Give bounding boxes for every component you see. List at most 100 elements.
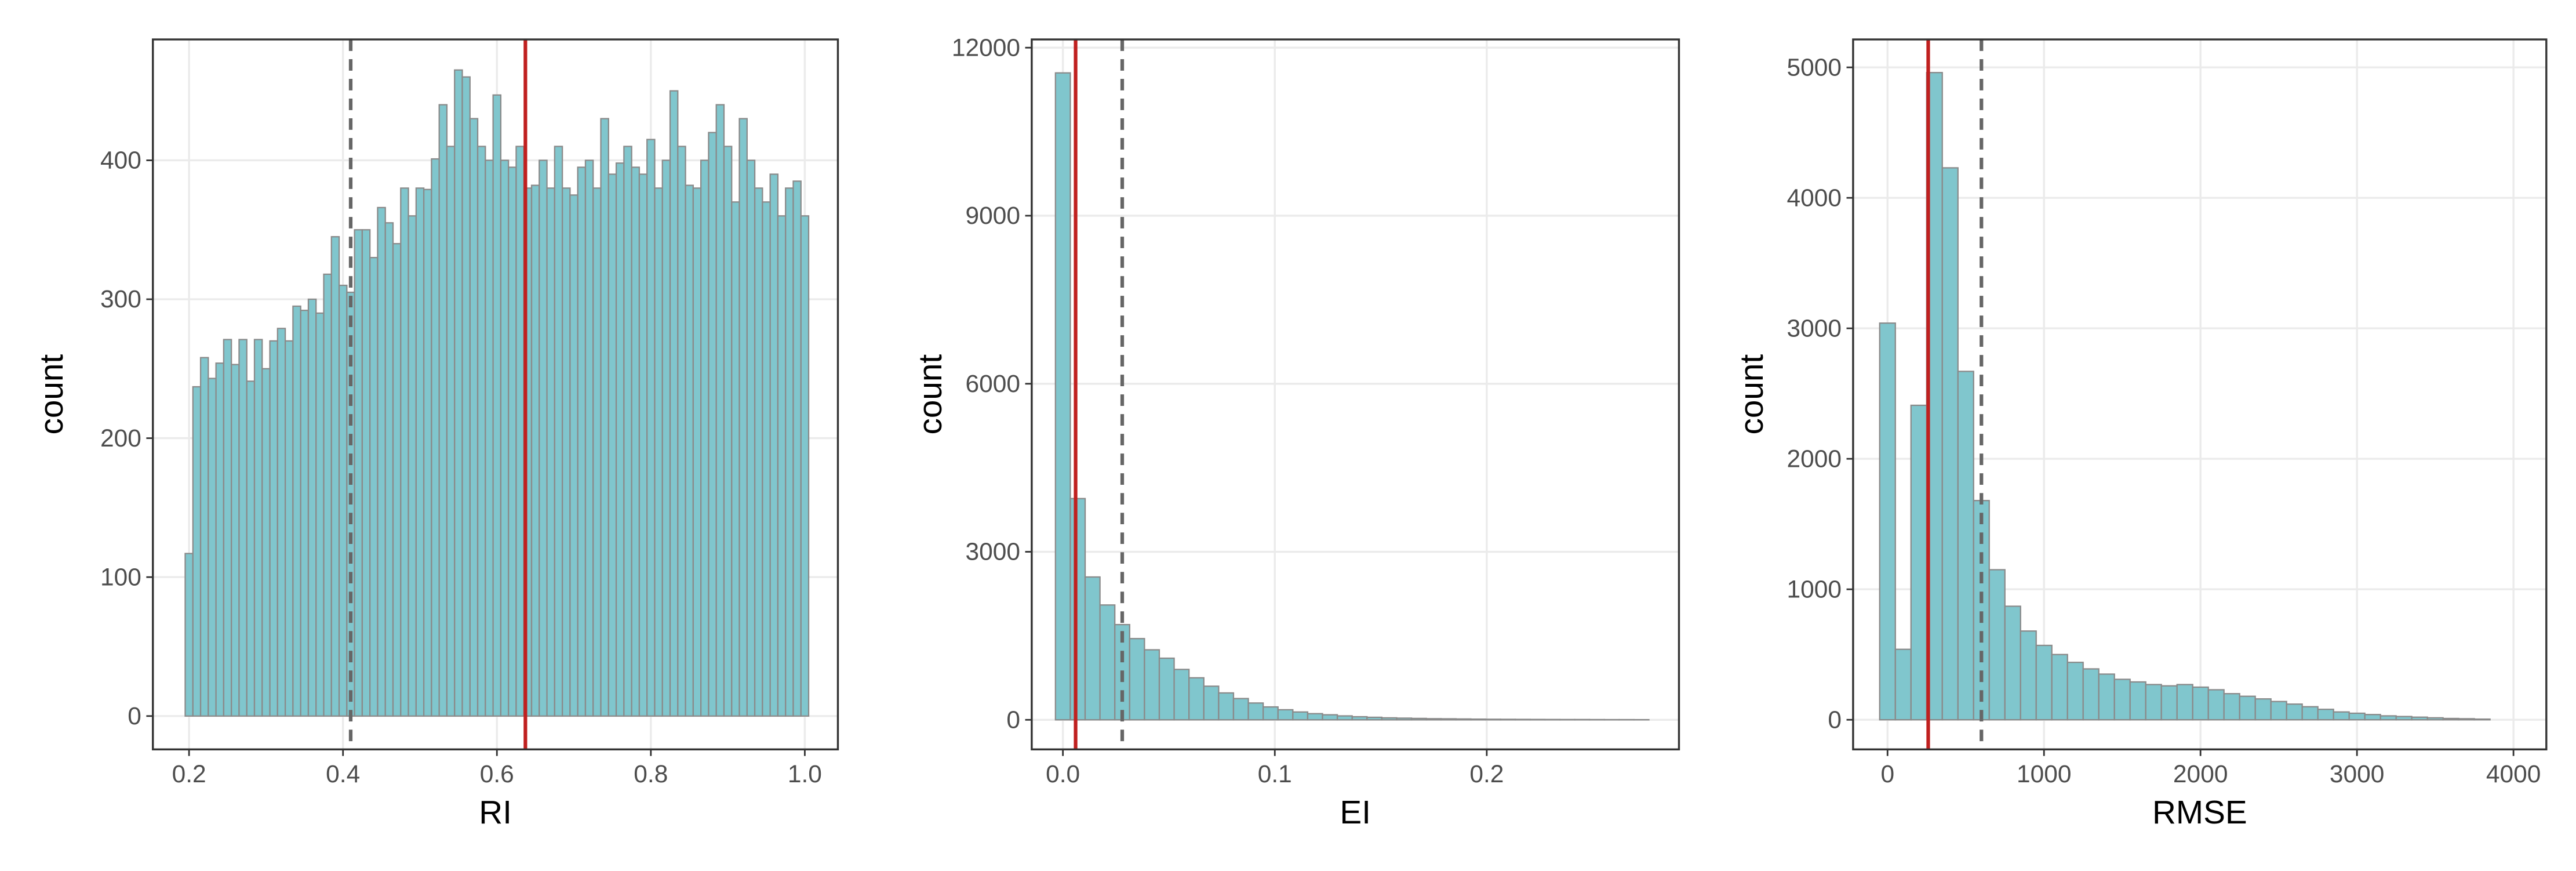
histogram-bar (762, 201, 771, 717)
histogram-bar (2348, 712, 2366, 721)
histogram-bar (1307, 713, 1323, 721)
histogram-bar (2301, 706, 2319, 721)
histogram-bar (2098, 673, 2115, 721)
histogram-bar (1099, 604, 1116, 721)
panel-border (1031, 38, 1680, 750)
histogram-bar (2176, 684, 2193, 721)
histogram-bar (431, 158, 440, 717)
histogram-bar (1203, 685, 1220, 721)
y-tick-label: 0 (1828, 706, 1842, 734)
histogram-bar (1894, 648, 1912, 721)
histogram-bar (330, 236, 340, 717)
histogram-bar (1173, 669, 1190, 721)
histogram-bar (769, 173, 779, 717)
histogram-bar (2129, 681, 2146, 721)
x-tick-label: 4000 (2486, 761, 2541, 788)
histogram-bar (2442, 717, 2459, 721)
histogram-bar (1425, 718, 1442, 721)
histogram-bar (284, 340, 294, 717)
histogram-bar (646, 139, 656, 717)
histogram-bar (307, 298, 317, 717)
histogram-bar (392, 243, 402, 717)
histogram-bar (1351, 716, 1368, 721)
histogram-bar (607, 173, 617, 717)
histogram-bar (415, 187, 425, 717)
histogram-bar (1292, 711, 1309, 721)
histogram-bar (2364, 714, 2381, 721)
histogram-bar (584, 159, 594, 717)
histogram-bar (685, 184, 694, 717)
histogram-bar (2317, 709, 2334, 721)
histogram-bar (1910, 404, 1927, 721)
histogram-bar (446, 146, 456, 717)
histogram-bar (1941, 167, 1959, 721)
histogram-bar (2145, 684, 2162, 721)
y-tick-label: 6000 (966, 371, 1021, 398)
histogram-bar (2426, 717, 2444, 721)
x-tick-label: 3000 (2330, 761, 2385, 788)
histogram-bar (1247, 702, 1264, 721)
y-tick-label: 3000 (966, 539, 1021, 566)
histogram-bar (454, 69, 463, 717)
histogram-bar (1144, 649, 1160, 721)
histogram-bar (2113, 678, 2131, 721)
y-tick-label: 1000 (1787, 576, 1842, 603)
histogram-bar (2160, 685, 2178, 721)
histogram-bar (246, 380, 256, 717)
histogram-bar (2207, 689, 2225, 721)
x-axis-title: EI (1340, 794, 1371, 831)
histogram-bar (1129, 638, 1145, 721)
histogram-bar (238, 339, 248, 717)
histogram-bar (708, 132, 717, 717)
histogram-bar (785, 187, 794, 717)
histogram-bar (469, 118, 479, 717)
histogram-bar (1988, 569, 2006, 721)
histogram-bar (800, 215, 810, 717)
x-tick-label: 0.4 (326, 761, 360, 788)
x-tick-label: 1000 (2017, 761, 2072, 788)
x-axis-title: RMSE (2152, 794, 2247, 831)
histogram-bar (338, 284, 348, 717)
histogram-bar (1218, 692, 1235, 721)
y-tick-label: 0 (1006, 706, 1020, 734)
histogram-bar (400, 187, 409, 717)
x-tick-label: 0.1 (1258, 761, 1292, 788)
histogram-bar (1336, 715, 1353, 721)
histogram-bar (377, 206, 386, 717)
y-axis-title: count (1734, 354, 1770, 435)
x-tick-label: 0 (1880, 761, 1894, 788)
histogram-bar (2473, 718, 2491, 721)
histogram-bar (461, 76, 471, 717)
histogram-bar (631, 166, 641, 717)
y-tick-label: 9000 (966, 202, 1021, 230)
histogram-bar (1262, 706, 1279, 721)
histogram-bar (1054, 72, 1071, 721)
histogram-bar (384, 222, 394, 717)
histogram-bar (746, 159, 756, 717)
histogram-bar (692, 187, 702, 717)
histogram-bar (276, 328, 286, 717)
histogram-bar (554, 146, 563, 717)
histogram-bar (592, 187, 602, 717)
histogram-bar (1084, 576, 1101, 721)
histogram-bar (215, 362, 225, 717)
histogram-bar (661, 159, 671, 717)
histogram-bar (269, 340, 278, 717)
histogram-bar (492, 94, 502, 717)
histogram-bar (1232, 698, 1249, 721)
x-tick-label: 0.2 (172, 761, 206, 788)
histogram-bar (1069, 498, 1086, 721)
histogram-bar (199, 357, 209, 717)
histogram-bar (1470, 718, 1487, 721)
histogram-bar (715, 104, 725, 717)
histogram-bar (2004, 605, 2021, 721)
histogram-bar (300, 310, 310, 717)
y-tick-label: 400 (100, 147, 141, 175)
x-tick-label: 2000 (2173, 761, 2228, 788)
histogram-bar (638, 173, 648, 717)
x-tick-label: 0.6 (480, 761, 514, 788)
y-tick-label: 2000 (1787, 445, 1842, 473)
histogram-bar (2395, 716, 2413, 721)
histogram-bar (2082, 668, 2100, 721)
histogram-bar (530, 184, 540, 717)
